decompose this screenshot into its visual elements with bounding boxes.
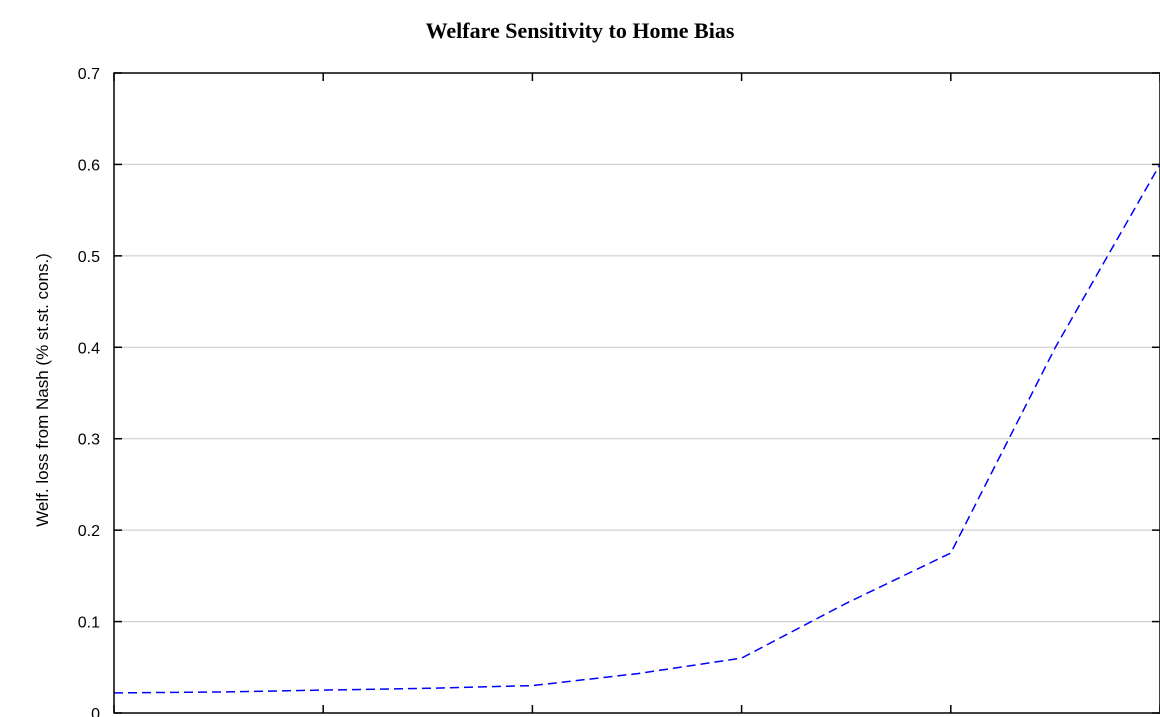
chart-title: Welfare Sensitivity to Home Bias [425,18,735,43]
grid-lines [114,163,1160,623]
y-tick-label-6: 0.6 [78,157,100,174]
tick-labels: 0 0.1 0.2 0.3 0.4 0.5 0.6 0.7 [78,66,100,717]
series-line [113,164,1160,694]
y-tick-label-1: 0.1 [78,615,100,632]
y-tick-label-7: 0.7 [78,66,100,83]
axis-ticks [113,72,1160,714]
series-layer [113,164,1160,694]
y-tick-label-0: 0 [91,706,100,717]
y-axis-label: Welf. loss from Nash (% st.st. cons.) [33,253,52,527]
y-tick-label-5: 0.5 [78,249,100,266]
y-tick-label-3: 0.3 [78,432,100,449]
plot-frame [113,72,1160,714]
y-tick-label-2: 0.2 [78,523,100,540]
y-tick-label-4: 0.4 [78,340,100,357]
